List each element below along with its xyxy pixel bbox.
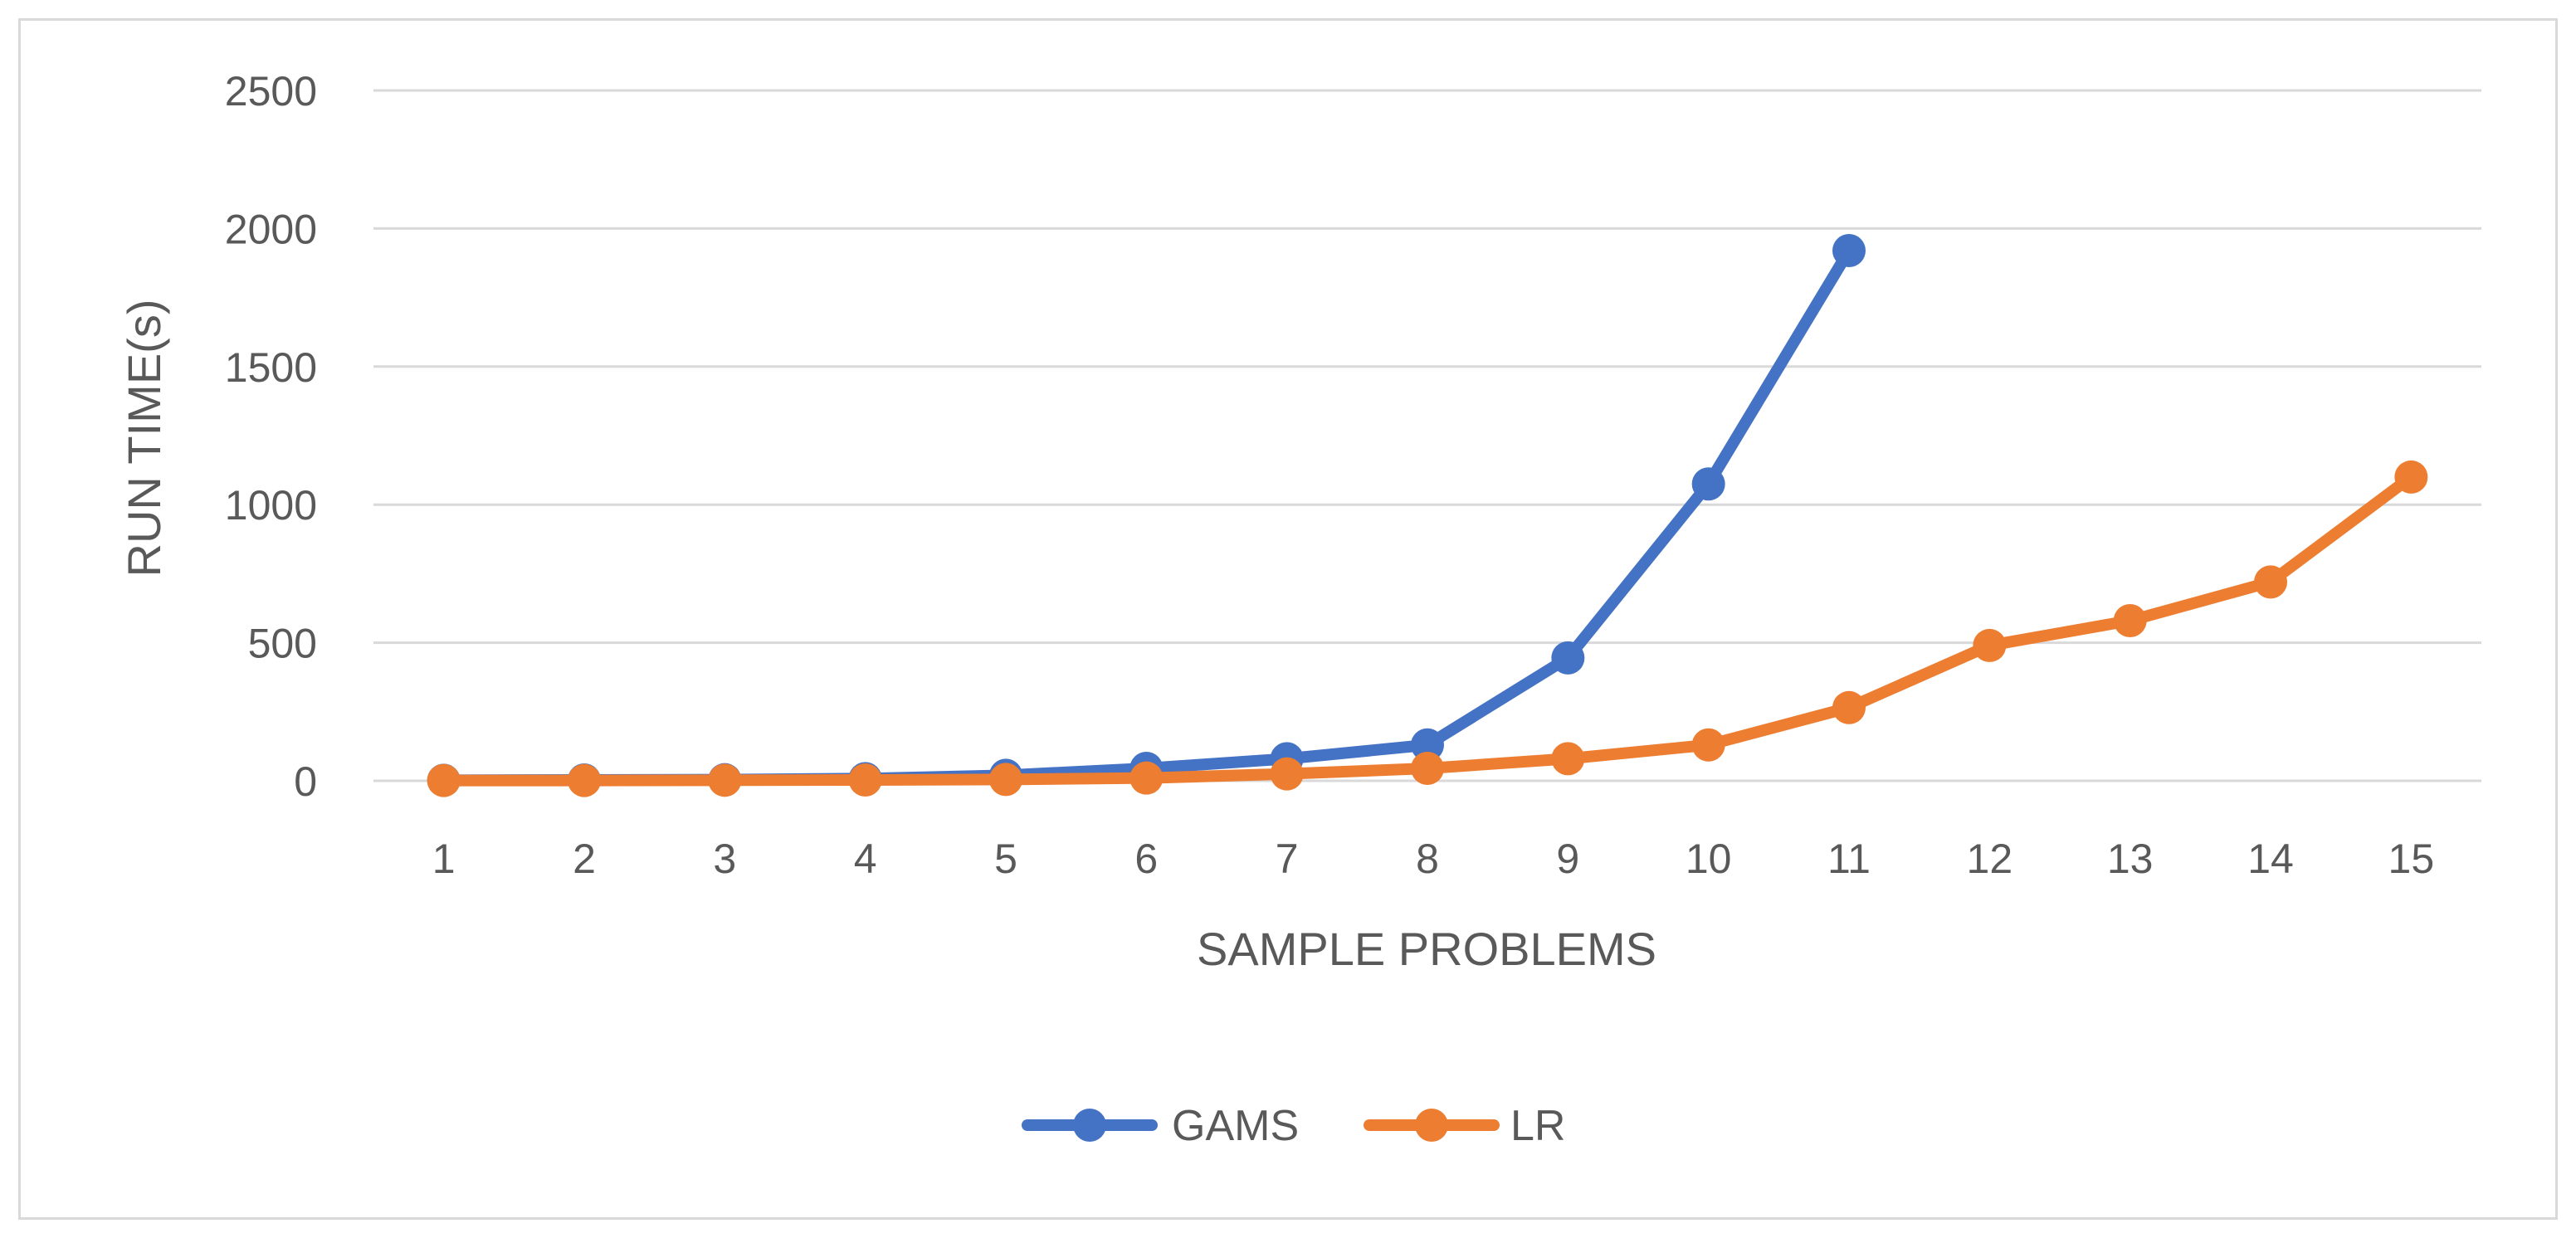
x-tick-label: 12	[1967, 836, 2013, 882]
x-tick-label: 11	[1827, 836, 1871, 882]
gridlines	[373, 89, 2481, 782]
data-point-gams	[1691, 467, 1725, 501]
data-point-lr	[1691, 728, 1725, 762]
data-point-gams	[1551, 641, 1585, 675]
x-tick-label: 6	[1134, 836, 1158, 882]
x-tick-label: 3	[713, 836, 736, 882]
legend-marker-gams	[1073, 1109, 1106, 1142]
data-point-gams	[1411, 728, 1444, 762]
x-tick-label: 2	[573, 836, 596, 882]
legend-marker-lr	[1415, 1109, 1448, 1142]
legend-label-gams: GAMS	[1172, 1102, 1299, 1150]
data-point-lr	[1129, 761, 1164, 795]
data-point-lr	[2394, 460, 2428, 494]
y-tick-label: 500	[248, 621, 317, 667]
series-lines	[427, 234, 2428, 797]
x-tick-label: 7	[1276, 836, 1299, 882]
data-point-lr	[1973, 628, 2007, 662]
legend-label-lr: LR	[1510, 1102, 1565, 1150]
x-tick-label: 15	[2388, 836, 2435, 882]
data-point-lr	[848, 763, 882, 797]
y-tick-label: 0	[294, 758, 317, 805]
data-point-lr	[708, 763, 742, 797]
data-point-lr	[1551, 742, 1585, 776]
y-axis-ticks: 0 500 1000 1500 2000 2500	[225, 68, 317, 805]
x-axis-title: SAMPLE PROBLEMS	[1197, 923, 1656, 975]
x-tick-label: 13	[2107, 836, 2154, 882]
y-axis-title: RUN TIME(s)	[118, 300, 170, 578]
x-axis-ticks: 1 2 3 4 5 6 7 8 9 10 11 12 13 14 15	[432, 836, 2434, 882]
data-point-lr	[2113, 603, 2147, 637]
x-tick-label: 4	[854, 836, 877, 882]
x-tick-label: 5	[994, 836, 1017, 882]
data-point-gams	[1832, 234, 1866, 268]
x-tick-label: 14	[2247, 836, 2294, 882]
y-tick-label: 2500	[225, 68, 317, 115]
legend: GAMS LR	[1022, 1102, 1565, 1150]
data-point-lr	[1411, 752, 1444, 786]
data-point-lr	[1832, 690, 1866, 724]
data-point-lr	[2254, 565, 2287, 599]
x-tick-label: 1	[432, 836, 456, 882]
data-point-lr	[427, 763, 461, 797]
x-tick-label: 10	[1686, 836, 1732, 882]
y-tick-label: 1500	[225, 344, 317, 391]
series-line-gams	[437, 245, 1855, 787]
y-tick-label: 1000	[225, 482, 317, 529]
y-tick-label: 2000	[225, 206, 317, 252]
x-tick-label: 9	[1556, 836, 1579, 882]
x-tick-label: 8	[1416, 836, 1439, 882]
data-point-lr	[568, 763, 601, 797]
data-point-lr	[1270, 757, 1304, 791]
data-point-lr	[989, 763, 1022, 797]
